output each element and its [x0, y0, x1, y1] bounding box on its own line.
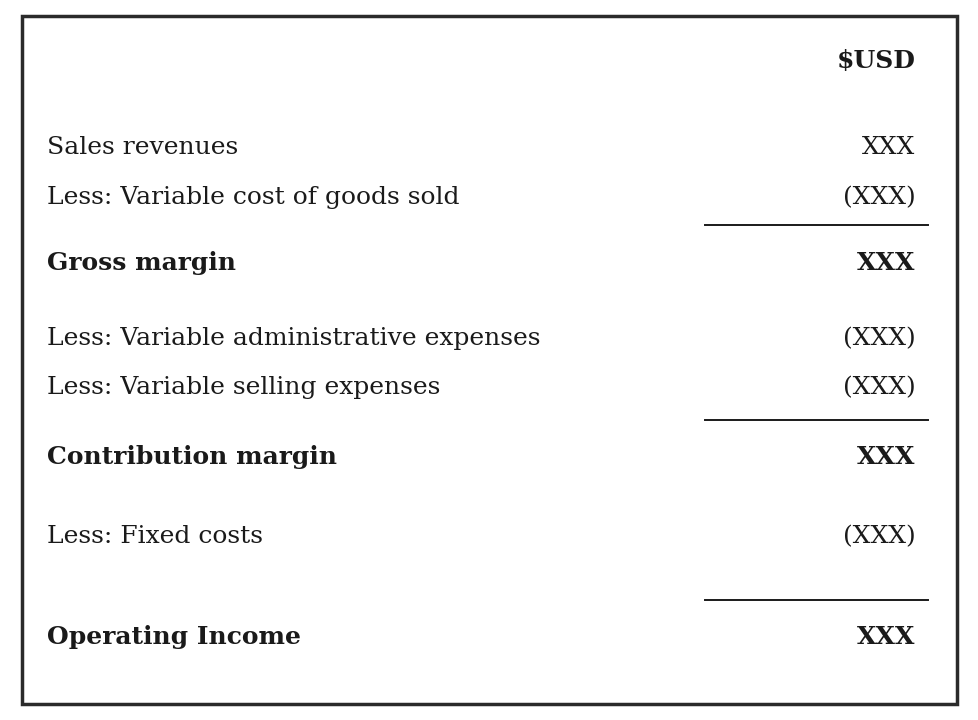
- Text: Gross margin: Gross margin: [47, 251, 236, 275]
- Text: (XXX): (XXX): [842, 327, 914, 350]
- Text: (XXX): (XXX): [842, 186, 914, 209]
- Text: Less: Variable cost of goods sold: Less: Variable cost of goods sold: [47, 186, 459, 209]
- Text: Less: Fixed costs: Less: Fixed costs: [47, 525, 263, 548]
- Text: XXX: XXX: [856, 625, 914, 649]
- Text: XXX: XXX: [856, 251, 914, 275]
- Text: Operating Income: Operating Income: [47, 625, 300, 649]
- Text: (XXX): (XXX): [842, 525, 914, 548]
- Text: (XXX): (XXX): [842, 376, 914, 399]
- Text: $USD: $USD: [835, 49, 914, 73]
- Text: Less: Variable administrative expenses: Less: Variable administrative expenses: [47, 327, 540, 350]
- Text: XXX: XXX: [862, 136, 914, 159]
- Text: Sales revenues: Sales revenues: [47, 136, 238, 159]
- Text: XXX: XXX: [856, 445, 914, 469]
- Text: Contribution margin: Contribution margin: [47, 445, 336, 469]
- Text: Less: Variable selling expenses: Less: Variable selling expenses: [47, 376, 440, 399]
